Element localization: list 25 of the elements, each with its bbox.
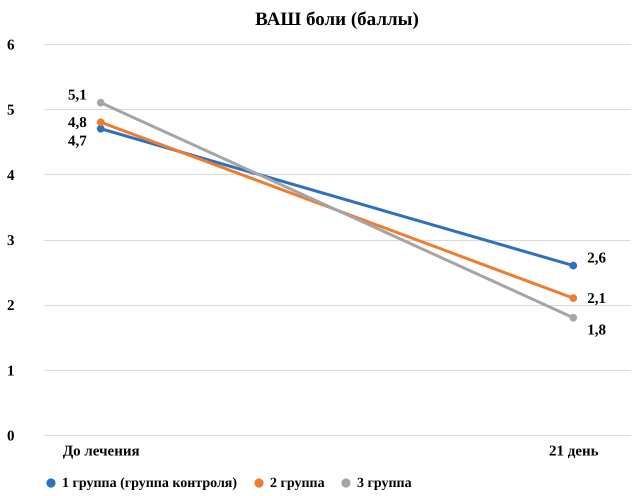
y-tick-label: 5 (7, 102, 14, 119)
data-label: 4,8 (68, 115, 87, 132)
data-label: 2,1 (587, 291, 606, 308)
legend-label: 1 группа (группа контроля) (62, 476, 238, 491)
data-label: 2,6 (587, 250, 607, 267)
point (96, 124, 105, 133)
point (96, 118, 105, 126)
y-tick-label: 4 (7, 168, 15, 184)
x-tick-label: До лечения (62, 444, 140, 460)
point (569, 294, 578, 302)
data-label: 1,8 (587, 322, 606, 339)
y-tick-label: 2 (7, 298, 14, 314)
legend-label: 2 группа (270, 476, 325, 491)
x-tick-label: 21 день (549, 444, 599, 460)
y-tick-label: 1 (7, 363, 14, 380)
data-label: 5,1 (68, 88, 87, 104)
legend-label: 3 группа (357, 476, 412, 491)
point (569, 262, 578, 270)
point (569, 314, 578, 322)
y-tick-label: 3 (7, 233, 14, 249)
y-tick-label: 0 (7, 428, 14, 444)
chart-title: ВАШ боли (баллы) (255, 9, 419, 30)
data-label: 4,7 (68, 134, 88, 150)
y-tick-label: 6 (7, 38, 15, 54)
point (96, 98, 105, 107)
